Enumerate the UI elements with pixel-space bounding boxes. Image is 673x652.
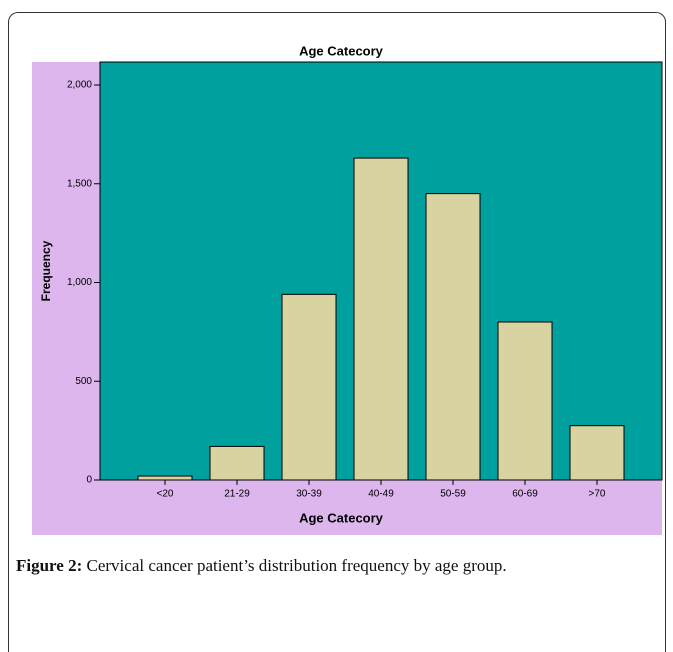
y-axis-label: Frequency [39, 240, 53, 301]
x-tick-label: 30-39 [296, 489, 322, 500]
bar [425, 193, 481, 481]
chart-title: Age Catecory [299, 43, 384, 58]
bar [209, 445, 265, 481]
x-tick-label: 40-49 [368, 489, 394, 500]
y-tick-label: 1,000 [67, 277, 92, 288]
y-tick-label: 500 [75, 376, 92, 387]
caption-text: Cervical cancer patient’s distribution f… [86, 556, 507, 575]
y-tick-label: 2,000 [67, 80, 92, 91]
x-tick-label: 60-69 [512, 489, 538, 500]
x-axis-label: Age Catecory [299, 510, 384, 525]
x-tick-label: <20 [157, 489, 174, 500]
bar [281, 293, 337, 481]
bar [353, 157, 409, 481]
figure-frame [8, 12, 666, 652]
caption-label: Figure 2: [16, 556, 83, 575]
x-tick-label: 21-29 [224, 489, 250, 500]
caption: Figure 2: Cervical cancer patient’s dist… [16, 553, 658, 579]
y-tick-label: 1,500 [67, 178, 92, 189]
bar [137, 475, 193, 481]
y-tick-label: 0 [86, 475, 92, 486]
x-tick-label: >70 [589, 489, 606, 500]
x-tick-label: 50-59 [440, 489, 466, 500]
chart: Age Catecory Age Catecory Frequency 0 500… [32, 43, 663, 535]
bar [569, 425, 625, 481]
bar [497, 321, 553, 481]
